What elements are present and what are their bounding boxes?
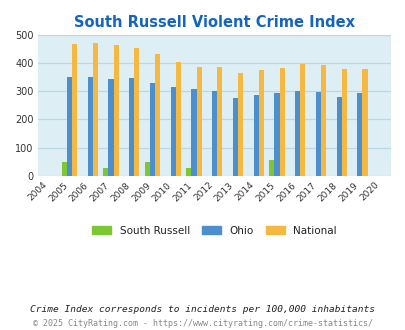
Bar — [129, 78, 134, 176]
Legend: South Russell, Ohio, National: South Russell, Ohio, National — [92, 226, 336, 236]
Bar — [211, 91, 217, 176]
Bar — [186, 168, 191, 176]
Bar — [113, 45, 118, 176]
Bar — [155, 54, 160, 176]
Bar — [294, 91, 300, 176]
Bar — [274, 93, 279, 176]
Bar — [170, 87, 175, 176]
Bar — [279, 68, 284, 176]
Bar — [341, 69, 346, 176]
Bar — [93, 43, 98, 176]
Text: © 2025 CityRating.com - https://www.cityrating.com/crime-statistics/: © 2025 CityRating.com - https://www.city… — [33, 319, 372, 328]
Text: Crime Index corresponds to incidents per 100,000 inhabitants: Crime Index corresponds to incidents per… — [30, 305, 375, 314]
Bar — [258, 70, 263, 176]
Bar — [336, 97, 341, 176]
Bar — [315, 92, 320, 176]
Bar — [300, 64, 305, 176]
Bar — [320, 65, 325, 176]
Bar — [149, 83, 155, 176]
Bar — [217, 67, 222, 176]
Bar — [196, 67, 201, 176]
Bar — [103, 168, 108, 176]
Bar — [72, 44, 77, 176]
Bar — [67, 78, 72, 176]
Bar — [144, 162, 149, 176]
Bar — [62, 162, 67, 176]
Bar — [175, 62, 181, 176]
Bar — [269, 160, 274, 176]
Bar — [362, 69, 367, 176]
Bar — [237, 73, 243, 176]
Bar — [134, 48, 139, 176]
Bar — [232, 98, 237, 176]
Bar — [191, 89, 196, 176]
Bar — [253, 95, 258, 176]
Bar — [356, 93, 362, 176]
Bar — [87, 78, 93, 176]
Title: South Russell Violent Crime Index: South Russell Violent Crime Index — [74, 15, 354, 30]
Bar — [108, 79, 113, 176]
